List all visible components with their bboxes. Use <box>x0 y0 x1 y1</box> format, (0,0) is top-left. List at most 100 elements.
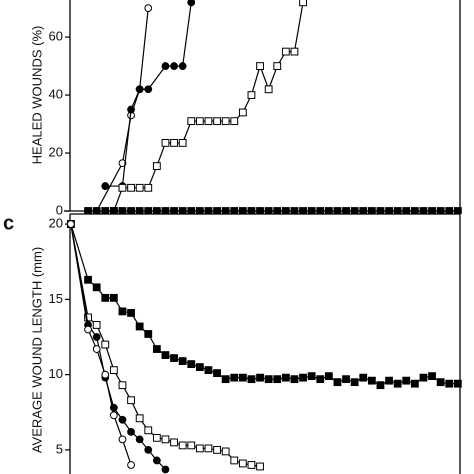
y-tick-label: 60 <box>49 29 63 44</box>
marker <box>161 435 170 444</box>
marker <box>204 117 213 126</box>
marker <box>187 441 196 450</box>
marker <box>221 375 230 384</box>
marker <box>410 207 419 214</box>
marker <box>402 376 411 385</box>
marker <box>436 378 445 387</box>
marker <box>127 309 135 317</box>
marker <box>238 459 247 468</box>
marker <box>428 207 436 214</box>
marker <box>247 461 256 469</box>
y-tick-label: 40 <box>49 87 63 102</box>
marker <box>213 207 221 214</box>
marker <box>109 293 118 302</box>
marker <box>436 207 445 214</box>
marker <box>453 379 462 388</box>
marker <box>170 62 178 70</box>
marker <box>84 325 92 334</box>
marker <box>419 373 428 382</box>
marker <box>127 105 135 114</box>
y-axis-title: HEALED WOUNDS (%) <box>29 26 44 165</box>
series-line <box>70 223 458 386</box>
y-tick-label: 0 <box>56 202 63 217</box>
series-line <box>113 2 304 212</box>
marker <box>264 85 273 94</box>
marker <box>92 321 101 329</box>
marker <box>281 207 290 214</box>
marker <box>187 360 196 368</box>
marker <box>109 207 118 214</box>
marker <box>152 433 161 442</box>
marker <box>393 379 402 388</box>
marker <box>256 207 264 214</box>
marker <box>135 435 144 444</box>
marker <box>144 330 153 338</box>
marker <box>170 207 178 214</box>
marker <box>144 85 153 94</box>
panel-label: c <box>3 212 14 234</box>
y-axis-title: AVERAGE WOUND LENGTH (mm) <box>29 247 44 453</box>
marker <box>230 207 239 214</box>
marker <box>127 207 135 214</box>
marker <box>342 207 350 214</box>
marker <box>178 62 187 70</box>
marker <box>161 138 170 147</box>
marker <box>281 47 290 56</box>
marker <box>178 441 187 450</box>
marker <box>273 62 282 70</box>
marker <box>92 345 101 353</box>
marker <box>316 375 325 384</box>
marker <box>324 372 333 381</box>
marker <box>230 456 239 465</box>
marker <box>135 183 144 192</box>
marker <box>290 47 299 56</box>
marker <box>307 207 316 214</box>
marker <box>333 207 342 214</box>
marker <box>178 207 187 214</box>
marker <box>256 62 264 70</box>
marker <box>299 0 307 7</box>
marker <box>152 207 161 214</box>
marker <box>152 162 161 170</box>
marker <box>342 375 350 384</box>
marker <box>101 370 110 379</box>
marker <box>101 293 110 302</box>
marker <box>230 117 239 126</box>
marker <box>101 340 110 349</box>
marker <box>152 456 161 465</box>
marker <box>135 85 144 94</box>
marker <box>221 447 230 456</box>
marker <box>144 426 153 435</box>
marker <box>359 373 368 382</box>
marker <box>238 207 247 214</box>
marker <box>316 207 325 214</box>
marker <box>92 333 101 341</box>
marker <box>213 369 221 378</box>
marker <box>118 435 127 444</box>
marker <box>393 207 402 214</box>
marker <box>187 0 196 7</box>
marker <box>428 372 436 381</box>
marker <box>109 366 118 375</box>
marker <box>299 207 307 214</box>
marker <box>144 207 153 214</box>
marker <box>161 62 170 70</box>
marker <box>273 375 282 384</box>
marker <box>127 427 135 436</box>
marker <box>135 414 144 423</box>
marker <box>324 207 333 214</box>
series-line <box>88 8 149 212</box>
marker <box>135 207 144 214</box>
marker <box>66 220 75 228</box>
marker <box>359 207 368 214</box>
marker <box>195 444 204 453</box>
marker <box>385 207 393 214</box>
marker <box>445 379 454 388</box>
marker <box>161 465 170 474</box>
marker <box>256 462 264 471</box>
marker <box>385 376 393 385</box>
marker <box>273 207 282 214</box>
marker <box>376 381 385 390</box>
marker <box>264 375 273 384</box>
